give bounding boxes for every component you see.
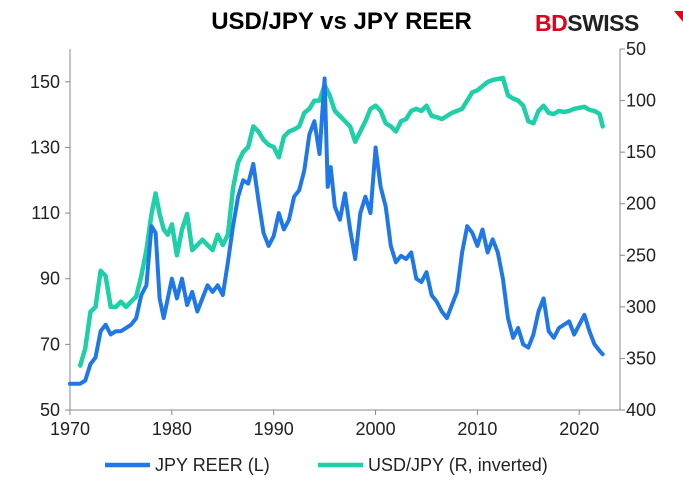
chart-legend: JPY REER (L) USD/JPY (R, inverted) xyxy=(105,455,548,475)
left-tick-label: 150 xyxy=(30,72,60,92)
x-tick-label: 2010 xyxy=(457,419,497,439)
left-tick-label: 110 xyxy=(31,203,60,223)
right-tick-label: 400 xyxy=(626,400,656,420)
right-tick-label: 250 xyxy=(626,245,656,265)
right-tick-label: 150 xyxy=(626,142,656,162)
chart-series xyxy=(68,75,605,386)
left-tick-label: 50 xyxy=(40,400,60,420)
brand-arrow-icon xyxy=(674,11,683,22)
right-tick-label: 50 xyxy=(626,39,646,59)
legend-label-0: JPY REER (L) xyxy=(155,455,270,475)
brand-logo: BDSWISS xyxy=(535,10,683,37)
series-line-0 xyxy=(68,76,605,386)
x-tick-label: 1970 xyxy=(50,419,90,439)
x-tick-label: 1990 xyxy=(254,419,294,439)
brand-logo-part2: SWISS xyxy=(567,10,639,36)
left-tick-label: 130 xyxy=(30,137,60,157)
left-tick-label: 90 xyxy=(40,269,60,289)
chart-axes: 50 70 90 110 130 150 50 100 150 200 250 300 350 400 19… xyxy=(30,39,656,439)
brand-logo-part1: BD xyxy=(535,10,568,36)
legend-label-1: USD/JPY (R, inverted) xyxy=(368,455,548,475)
right-tick-label: 350 xyxy=(626,348,656,368)
series-line-1 xyxy=(77,75,605,368)
x-tick-label: 2000 xyxy=(356,419,396,439)
right-tick-label: 200 xyxy=(626,194,656,214)
chart-title: USD/JPY vs JPY REER xyxy=(211,8,472,35)
x-tick-label: 2020 xyxy=(559,419,599,439)
left-tick-label: 70 xyxy=(40,334,60,354)
right-tick-label: 100 xyxy=(626,91,656,111)
right-tick-label: 300 xyxy=(626,297,656,317)
x-tick-label: 1980 xyxy=(152,419,192,439)
